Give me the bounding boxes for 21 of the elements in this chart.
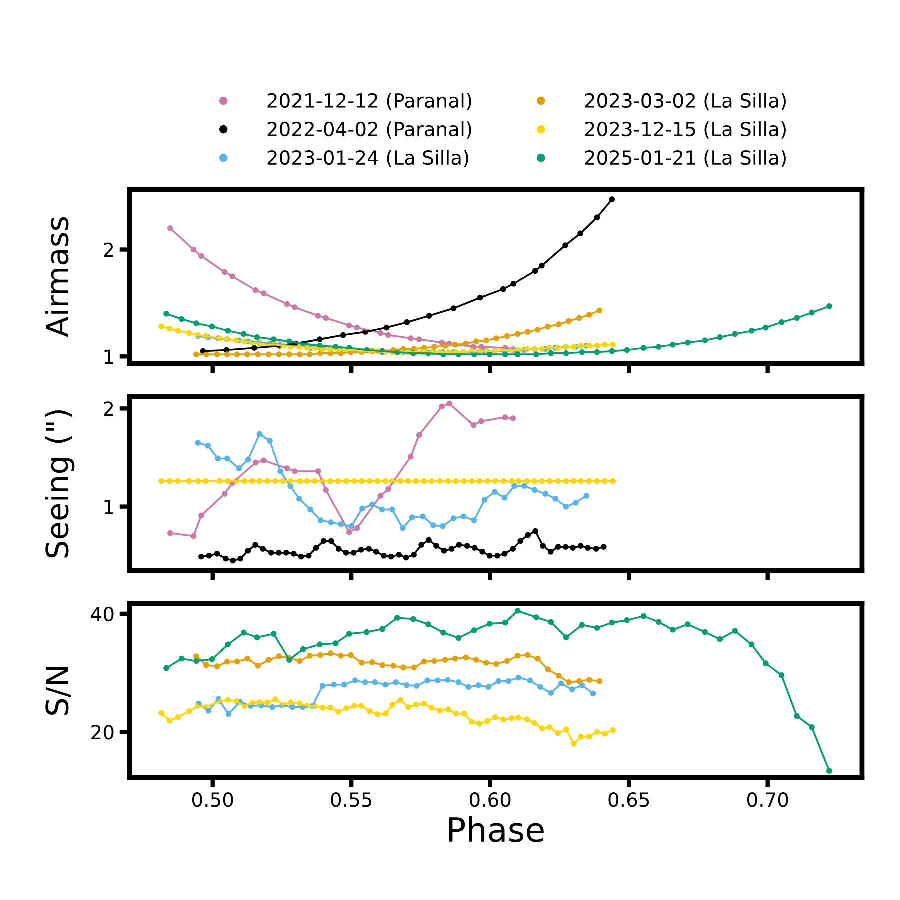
legend-label: 2025-01-21 (La Silla) (585, 150, 786, 168)
x-tick-label: 0.60 (470, 792, 511, 808)
legend-label: 2023-01-24 (La Silla) (268, 150, 468, 168)
y-tick-label: 40 (91, 606, 114, 622)
x-tick-label: 0.55 (331, 792, 372, 808)
legend-label: 2021-12-12 (Paranal) (268, 93, 472, 110)
y-axis-title: Seeing (") (45, 410, 75, 558)
legend-label: 2023-12-15 (La Silla) (585, 122, 786, 139)
y-axis-title: S/N (46, 667, 72, 716)
x-tick-label: 0.50 (192, 792, 234, 808)
legend-label: 2023-03-02 (La Silla) (585, 93, 786, 110)
x-axis-title: Phase (449, 816, 544, 842)
y-tick-label: 1 (104, 500, 114, 514)
x-tick-label: 0.70 (747, 792, 788, 808)
y-axis-title: Airmass (45, 217, 69, 338)
x-tick-label: 0.65 (608, 792, 650, 808)
y-tick-label: 20 (92, 725, 114, 740)
y-tick-label: 2 (104, 402, 114, 416)
legend-label: 2022-04-02 (Paranal) (268, 122, 472, 139)
y-tick-label: 2 (104, 242, 114, 258)
y-tick-label: 1 (104, 350, 114, 364)
